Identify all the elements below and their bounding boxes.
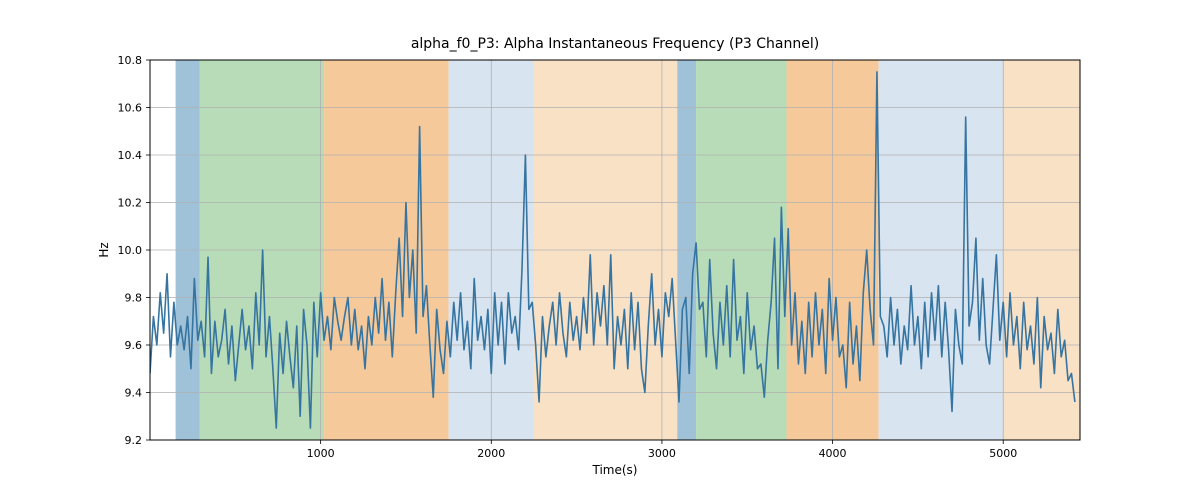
x-tick-label: 1000 [307, 447, 335, 460]
y-tick-label: 10.2 [118, 197, 143, 210]
y-tick-label: 10.8 [118, 54, 143, 67]
y-axis-label: Hz [97, 242, 111, 257]
y-tick-label: 10.6 [118, 102, 143, 115]
x-tick-label: 5000 [989, 447, 1017, 460]
y-tick-label: 10.4 [118, 149, 143, 162]
line-chart: 1000 2000 3000 4000 5000 9.2 9.4 9.6 9.8 10.0 10.2… [0, 0, 1200, 500]
y-tick-label: 9.8 [125, 292, 143, 305]
chart-container: 1000 2000 3000 4000 5000 9.2 9.4 9.6 9.8 10.0 10.2… [0, 0, 1200, 500]
y-tick-label: 10.0 [118, 244, 143, 257]
y-tick-label: 9.6 [125, 339, 143, 352]
x-tick-label: 3000 [648, 447, 676, 460]
x-axis-label: Time(s) [592, 463, 638, 477]
x-tick-label: 2000 [477, 447, 505, 460]
chart-title: alpha_f0_P3: Alpha Instantaneous Frequen… [411, 36, 819, 52]
x-tick-label: 4000 [819, 447, 847, 460]
y-tick-label: 9.4 [125, 387, 143, 400]
y-tick-label: 9.2 [125, 434, 143, 447]
